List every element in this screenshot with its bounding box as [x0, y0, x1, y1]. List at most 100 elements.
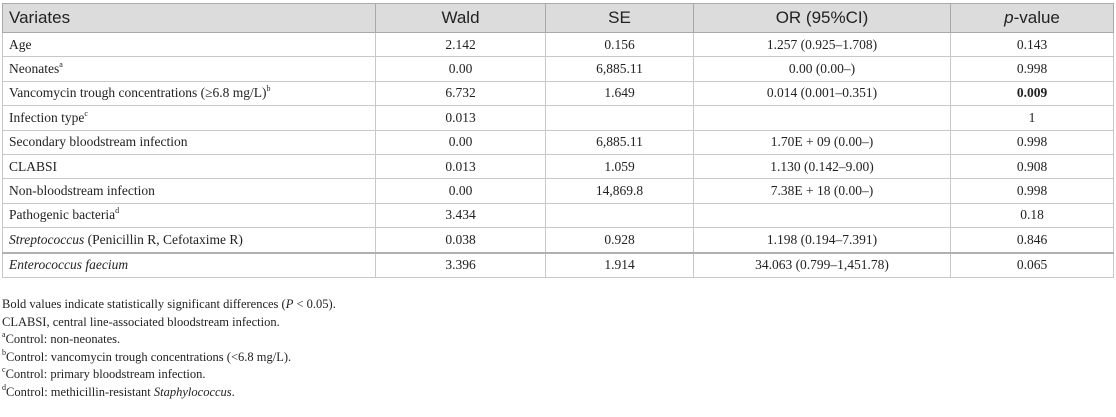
- table-cell: 0.998: [950, 178, 1114, 204]
- text-segment: Control: primary bloodstream infection.: [5, 367, 206, 382]
- text-segment: Wald: [441, 8, 480, 27]
- text-segment: Neonates: [9, 61, 60, 77]
- text-segment: .: [231, 384, 235, 399]
- text-segment: Control: methicillin-resistant: [6, 384, 154, 399]
- text-segment: c: [84, 108, 88, 118]
- table-cell: 6,885.11: [545, 129, 694, 155]
- row-label: Infection typec: [2, 105, 376, 131]
- table-row: Neonatesa 0.00 6,885.11 0.00 (0.00–) 0.998: [2, 56, 1114, 82]
- text-segment: Enterococcus faecium: [9, 257, 129, 273]
- text-segment: b: [2, 347, 6, 357]
- table-row: Non-bloodstream infection 0.00 14,869.8 7.3…: [2, 178, 1114, 204]
- table-cell: 0.998: [950, 56, 1114, 82]
- table-cell: 0.998: [950, 129, 1114, 155]
- row-label: Neonatesa: [2, 56, 376, 82]
- table-cell: 0.065: [950, 251, 1114, 278]
- text-segment: b: [266, 84, 271, 94]
- footnote: bControl: vancomycin trough concentratio…: [2, 347, 336, 367]
- row-label: CLABSI: [2, 153, 376, 180]
- text-segment: a: [59, 60, 63, 70]
- table-cell: 1: [950, 105, 1114, 131]
- table-cell: 1.257 (0.925–1.708): [693, 31, 951, 58]
- table-cell: 1.130 (0.142–9.00): [693, 153, 951, 180]
- text-segment: Streptococcus: [9, 231, 85, 247]
- footnotes: Bold values indicate statistically signi…: [2, 296, 336, 402]
- text-segment: a: [2, 330, 6, 340]
- text-segment: Infection type: [9, 109, 85, 125]
- text-segment: c: [2, 365, 6, 375]
- text-segment: Control: vancomycin trough concentration…: [6, 349, 292, 364]
- table-cell: 34.063 (0.799–1,451.78): [693, 251, 951, 278]
- table-cell: 0.143: [950, 31, 1114, 58]
- footnote: dControl: methicillin-resistant Staphylo…: [2, 382, 336, 402]
- table-cell: 0.908: [950, 153, 1114, 180]
- header-row: Variates Wald SE OR (95%CI) p-value: [2, 3, 1114, 33]
- table-row: CLABSI 0.013 1.059 1.130 (0.142–9.00) 0.908: [2, 153, 1114, 180]
- table-cell: 6.732: [375, 80, 546, 107]
- table-cell: [693, 105, 951, 131]
- table-cell: 0.038: [375, 227, 546, 254]
- header-cell: Variates: [2, 3, 376, 33]
- table-cell: 1.198 (0.194–7.391): [693, 227, 951, 254]
- text-segment: SE: [608, 8, 631, 27]
- text-segment: Variates: [9, 8, 71, 27]
- table-row: Secondary bloodstream infection 0.00 6,885…: [2, 129, 1114, 155]
- text-segment: P: [285, 297, 294, 311]
- table-row: Streptococcus (Penicillin R, Cefotaxime …: [2, 227, 1114, 254]
- table-cell: 0.156: [545, 31, 694, 58]
- table-cell: 6,885.11: [545, 56, 694, 82]
- table-cell: 0.846: [950, 227, 1114, 254]
- table-cell: 3.396: [375, 251, 546, 278]
- header-cell: Wald: [375, 3, 546, 33]
- table-cell: 0.013: [375, 105, 546, 131]
- footnote: cControl: primary bloodstream infection.: [2, 366, 336, 384]
- table-row: Infection typec 0.013 1: [2, 105, 1114, 131]
- row-label: Enterococcus faecium: [2, 251, 376, 278]
- row-label: Secondary bloodstream infection: [2, 129, 376, 155]
- row-label: Pathogenic bacteriad: [2, 202, 376, 229]
- table-cell: 0.013: [375, 153, 546, 180]
- cell-text: 0.009: [1016, 85, 1048, 101]
- text-segment: d: [115, 206, 120, 216]
- text-segment: Age: [9, 36, 32, 52]
- text-segment: CLABSI, central line-associated bloodstr…: [2, 314, 280, 329]
- table-cell: 0.18: [950, 202, 1114, 229]
- table-cell: 1.70E + 09 (0.00–): [693, 129, 951, 155]
- text-segment: Pathogenic bacteria: [9, 207, 116, 223]
- header-cell: p-value: [950, 3, 1114, 33]
- table-cell: 0.014 (0.001–0.351): [693, 80, 951, 107]
- table-cell: 0.00: [375, 129, 546, 155]
- footnote: aControl: non-neonates.: [2, 331, 336, 349]
- table-cell: 1.649: [545, 80, 694, 107]
- text-segment: Vancomycin trough concentrations (≥6.8 m…: [9, 85, 267, 101]
- table-cell: 1.059: [545, 153, 694, 180]
- table-row: Enterococcus faecium 3.396 1.914 34.063 (0.…: [2, 251, 1114, 278]
- table-row: Vancomycin trough concentrations (≥6.8 m…: [2, 80, 1114, 107]
- row-label: Vancomycin trough concentrations (≥6.8 m…: [2, 80, 376, 107]
- text-segment: Control: non-neonates.: [5, 332, 121, 347]
- table-row: Age 2.142 0.156 1.257 (0.925–1.708) 0.143: [2, 31, 1114, 58]
- footnote: Bold values indicate statistically signi…: [2, 296, 336, 314]
- table-cell: 0.00: [375, 178, 546, 204]
- header-cell: SE: [545, 3, 694, 33]
- table-cell: [693, 202, 951, 229]
- text-segment: Non-bloodstream infection: [9, 183, 155, 199]
- text-segment: Secondary bloodstream infection: [9, 134, 188, 150]
- table-cell: 7.38E + 18 (0.00–): [693, 178, 951, 204]
- table-cell: [545, 202, 694, 229]
- text-segment: p: [1004, 8, 1014, 27]
- table-cell: 1.914: [545, 251, 694, 278]
- table-row: Pathogenic bacteriad 3.434 0.18: [2, 202, 1114, 229]
- table-body: Age 2.142 0.156 1.257 (0.925–1.708) 0.143 Neo…: [2, 31, 1114, 278]
- table-cell: 3.434: [375, 202, 546, 229]
- table-cell: 0.009: [950, 80, 1114, 107]
- table-cell: 2.142: [375, 31, 546, 58]
- text-segment: CLABSI: [9, 158, 58, 174]
- results-table: Variates Wald SE OR (95%CI) p-value Age 2.142…: [2, 3, 1114, 278]
- text-segment: Staphylococcus: [153, 384, 232, 399]
- table-cell: 14,869.8: [545, 178, 694, 204]
- footnote: CLABSI, central line-associated bloodstr…: [2, 314, 336, 332]
- text-segment: Bold values indicate statistically signi…: [2, 297, 286, 311]
- text-segment: d: [2, 382, 6, 392]
